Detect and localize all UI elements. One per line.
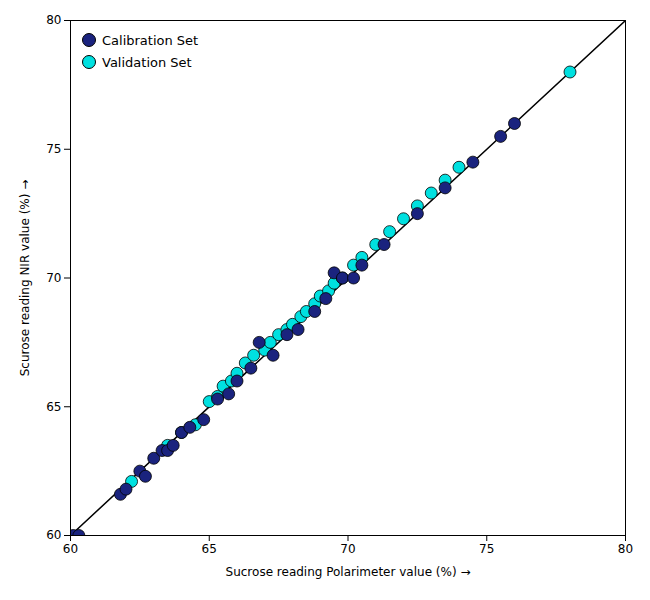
svg-text:80: 80: [618, 542, 633, 556]
svg-text:65: 65: [46, 400, 61, 414]
svg-text:Sucrose reading Polarimeter va: Sucrose reading Polarimeter value (%) →: [226, 565, 471, 579]
svg-text:65: 65: [202, 542, 217, 556]
svg-text:60: 60: [63, 542, 78, 556]
html-text:Calibration Set: Calibration Set: [102, 33, 199, 48]
svg-text:Scurose reading NIR value (%): Scurose reading NIR value (%) →: [18, 180, 32, 377]
svg-text:70: 70: [340, 542, 355, 556]
svg-text:60: 60: [46, 528, 61, 542]
svg-text:75: 75: [479, 542, 494, 556]
svg-text:80: 80: [46, 13, 61, 27]
html-text:Validation Set: Validation Set: [102, 55, 192, 70]
svg-text:75: 75: [46, 142, 61, 156]
svg-text:70: 70: [46, 271, 61, 285]
